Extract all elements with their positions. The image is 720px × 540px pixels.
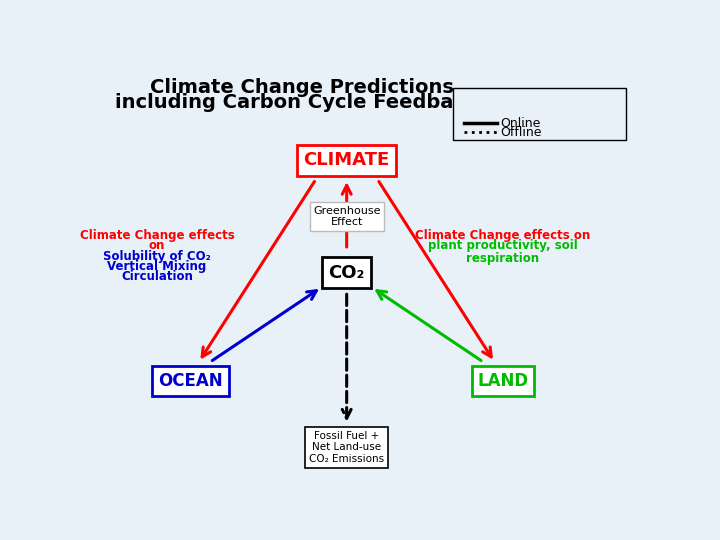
Text: Greenhouse
Effect: Greenhouse Effect — [313, 206, 380, 227]
Text: Circulation: Circulation — [121, 271, 193, 284]
Text: CO₂: CO₂ — [328, 264, 365, 282]
Text: Solubility of CO₂: Solubility of CO₂ — [103, 249, 211, 262]
Text: including Carbon Cycle Feedbacks: including Carbon Cycle Feedbacks — [115, 93, 489, 112]
Text: OCEAN: OCEAN — [158, 372, 222, 390]
Text: Offline: Offline — [500, 126, 542, 139]
Text: Online: Online — [500, 117, 541, 130]
Text: Climate Change effects: Climate Change effects — [80, 229, 234, 242]
Text: on: on — [149, 239, 165, 252]
FancyBboxPatch shape — [453, 87, 626, 140]
Text: plant productivity, soil: plant productivity, soil — [428, 239, 577, 252]
Text: LAND: LAND — [477, 372, 528, 390]
Text: respiration: respiration — [467, 252, 539, 265]
Text: Fossil Fuel +
Net Land-use
CO₂ Emissions: Fossil Fuel + Net Land-use CO₂ Emissions — [309, 431, 384, 464]
Text: Climate Change Predictions: Climate Change Predictions — [150, 78, 454, 97]
Text: CLIMATE: CLIMATE — [304, 151, 390, 170]
Text: Vertical Mixing: Vertical Mixing — [107, 260, 207, 273]
Text: Climate Change effects on: Climate Change effects on — [415, 229, 590, 242]
